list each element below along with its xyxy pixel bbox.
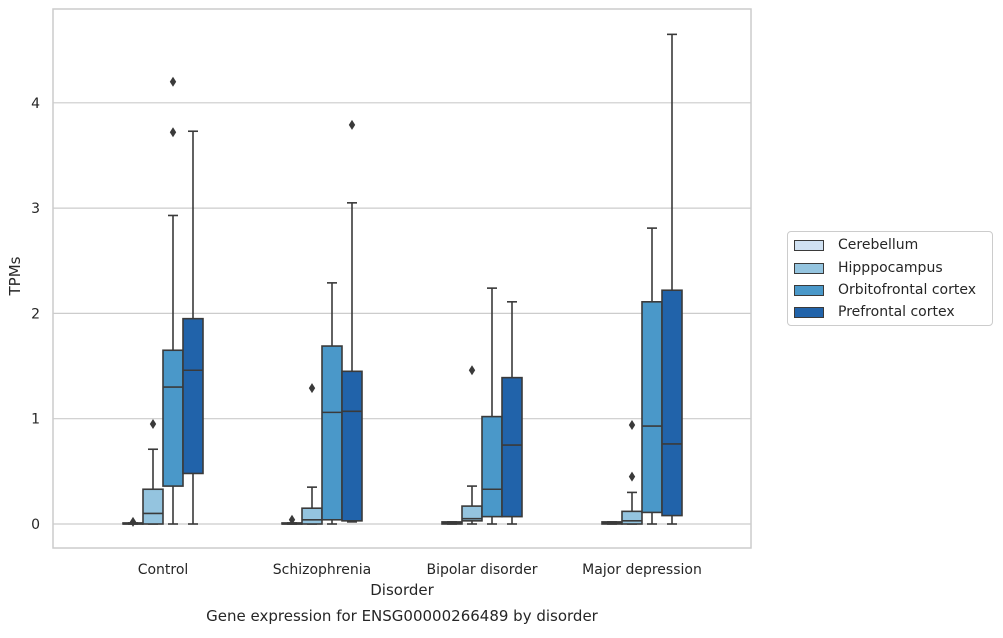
outlier-point xyxy=(149,418,157,429)
y-tick-label: 0 xyxy=(31,517,40,533)
outlier-point xyxy=(628,471,636,482)
legend-swatch-orbitofrontal xyxy=(794,284,824,296)
y-tick-label: 3 xyxy=(31,201,40,217)
outlier-point xyxy=(129,516,137,527)
outlier-point xyxy=(628,420,636,431)
outlier-point xyxy=(288,514,296,525)
box-iqr xyxy=(621,510,643,525)
legend-label-hippocampus: Hipppocampus xyxy=(838,260,943,276)
y-tick-label: 4 xyxy=(31,96,40,112)
outlier-point xyxy=(169,76,177,87)
legend-item-hippocampus: Hipppocampus xyxy=(794,258,943,278)
legend-swatch-hippocampus xyxy=(794,262,824,274)
outlier-point xyxy=(308,383,316,394)
box-iqr xyxy=(661,289,683,517)
y-axis-label: TPMs xyxy=(6,256,24,296)
chart-caption: Gene expression for ENSG00000266489 by d… xyxy=(206,607,598,625)
outlier-point xyxy=(169,127,177,138)
y-tick-label: 2 xyxy=(31,306,40,322)
x-tick-label: Bipolar disorder xyxy=(426,562,537,578)
legend-item-orbitofrontal: Orbitofrontal cortex xyxy=(794,280,976,300)
legend-item-prefrontal: Prefrontal cortex xyxy=(794,302,955,322)
outlier-point xyxy=(348,119,356,130)
legend-label-cerebellum: Cerebellum xyxy=(838,237,919,253)
box-iqr xyxy=(301,507,323,525)
box-iqr xyxy=(321,345,343,521)
y-tick-label: 1 xyxy=(31,412,40,428)
legend: Cerebellum Hipppocampus Orbitofrontal co… xyxy=(787,231,993,326)
box-iqr xyxy=(142,488,164,525)
box-iqr xyxy=(162,349,184,487)
outlier-point xyxy=(468,365,476,376)
legend-swatch-cerebellum xyxy=(794,239,824,251)
box-iqr xyxy=(481,415,503,518)
x-tick-label: Major depression xyxy=(582,562,702,578)
box-iqr xyxy=(501,376,523,518)
box-iqr xyxy=(341,370,363,522)
box-iqr xyxy=(182,317,204,475)
box-iqr xyxy=(641,301,663,514)
x-tick-label: Schizophrenia xyxy=(273,562,371,578)
legend-item-cerebellum: Cerebellum xyxy=(794,235,918,255)
x-tick-label: Control xyxy=(138,562,189,578)
legend-label-prefrontal: Prefrontal cortex xyxy=(838,304,955,320)
legend-label-orbitofrontal: Orbitofrontal cortex xyxy=(838,282,976,298)
x-axis-label: Disorder xyxy=(370,581,434,599)
legend-swatch-prefrontal xyxy=(794,306,824,318)
